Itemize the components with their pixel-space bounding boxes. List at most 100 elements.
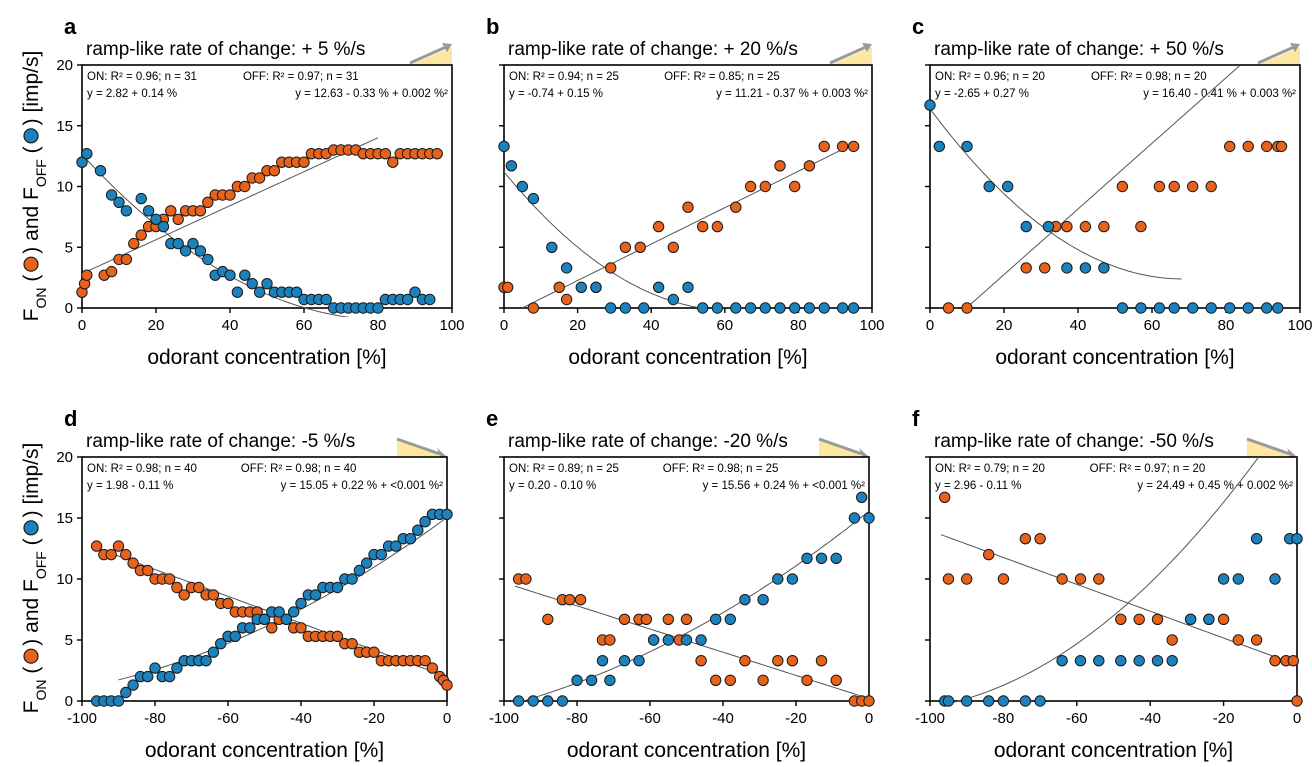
data-point-on bbox=[1039, 262, 1051, 274]
data-point-off bbox=[847, 302, 860, 314]
data-point-off bbox=[424, 293, 436, 306]
on-fit-equation: y = 2.96 - 0.11 % bbox=[935, 480, 1021, 492]
y-tick-label: 5 bbox=[65, 632, 73, 649]
data-point-on bbox=[426, 662, 439, 674]
data-point-on bbox=[193, 581, 205, 594]
data-point-off bbox=[309, 589, 322, 601]
data-point-on bbox=[564, 594, 576, 606]
data-point-on bbox=[172, 213, 184, 226]
data-point-on bbox=[1034, 533, 1046, 545]
data-point-off bbox=[229, 630, 242, 642]
on-fit-r2: ON: R² = 0.96; n = 20 bbox=[935, 71, 1045, 83]
x-tick-label: -40 bbox=[290, 710, 312, 727]
data-point-on bbox=[81, 269, 93, 281]
data-point-on bbox=[207, 589, 220, 601]
ramp-arrow-head bbox=[1287, 448, 1297, 458]
data-point-off bbox=[1187, 302, 1199, 314]
series-off bbox=[90, 508, 453, 707]
fit-line-off bbox=[944, 457, 1260, 705]
data-point-on bbox=[634, 241, 646, 254]
data-point-off bbox=[273, 606, 285, 618]
data-point-off bbox=[1019, 695, 1032, 707]
plot-area bbox=[939, 457, 1303, 707]
off-fit-equation: y = 12.63 - 0.33 % + 0.002 %² bbox=[295, 88, 448, 100]
off-fit-r2: OFF: R² = 0.98; n = 25 bbox=[663, 463, 779, 475]
data-point-on bbox=[1056, 573, 1068, 585]
data-point-on bbox=[662, 613, 674, 625]
data-point-on bbox=[1061, 220, 1073, 233]
panel-title: ramp-like rate of change: + 50 %/s bbox=[934, 39, 1224, 60]
data-point-off bbox=[590, 281, 602, 293]
data-point-on bbox=[346, 638, 358, 650]
data-point-off bbox=[1250, 533, 1263, 545]
data-point-on bbox=[786, 655, 799, 667]
ramp-fill bbox=[830, 47, 872, 65]
panel-letter: f bbox=[912, 406, 920, 431]
fit-statistics: ON: R² = 0.94; n = 25 y = -0.74 + 0.15 % O… bbox=[509, 71, 868, 100]
fit-line-on bbox=[940, 534, 1298, 666]
on-marker-icon bbox=[23, 648, 39, 664]
data-point-on bbox=[830, 674, 842, 686]
data-point-off bbox=[1166, 655, 1178, 667]
data-point-on bbox=[983, 548, 995, 561]
panel-letter: c bbox=[912, 14, 924, 39]
x-tick-label: -40 bbox=[1139, 710, 1161, 727]
data-point-on bbox=[1205, 180, 1217, 193]
data-point-off bbox=[682, 281, 694, 293]
panel-e: e ramp-like rate of change: -20 %/s -100 -8… bbox=[486, 406, 875, 762]
data-point-on bbox=[1291, 695, 1303, 707]
data-point-on bbox=[789, 180, 801, 193]
y-tick-label: 0 bbox=[65, 300, 73, 317]
data-point-off bbox=[652, 281, 665, 293]
data-point-on bbox=[253, 172, 266, 184]
panel-a: a ramp-like rate of change: + 5 %/s 0 20 40 6… bbox=[56, 14, 464, 369]
data-point-on bbox=[619, 241, 632, 254]
y-tick-label: 10 bbox=[56, 571, 73, 588]
data-point-off bbox=[258, 613, 271, 625]
panel-letter: b bbox=[486, 14, 499, 39]
off-fit-equation: y = 16.40 - 0.41 % + 0.003 %² bbox=[1143, 88, 1296, 100]
ramp-icon bbox=[409, 43, 452, 65]
data-point-on bbox=[1287, 655, 1300, 667]
data-point-off bbox=[346, 573, 358, 585]
data-point-off bbox=[1042, 220, 1055, 233]
data-point-off bbox=[1272, 302, 1284, 314]
ramp-arrow-line bbox=[1246, 437, 1291, 456]
data-point-on bbox=[744, 180, 757, 193]
ramp-arrow-line bbox=[396, 437, 441, 456]
data-point-off bbox=[253, 286, 266, 298]
data-point-on bbox=[695, 655, 707, 667]
ramp-icon bbox=[818, 437, 869, 458]
data-point-on bbox=[128, 237, 140, 250]
data-point-off bbox=[1002, 180, 1014, 193]
data-point-on bbox=[295, 622, 307, 634]
data-point-off bbox=[1135, 302, 1147, 314]
data-point-off bbox=[527, 192, 540, 205]
x-tick-label: 20 bbox=[148, 317, 165, 334]
data-point-off bbox=[759, 302, 771, 314]
x-tick-label: 60 bbox=[296, 317, 313, 334]
ramp-icon bbox=[396, 437, 447, 458]
data-point-off bbox=[1168, 302, 1180, 314]
y-title-part: ( bbox=[20, 538, 43, 551]
data-point-off bbox=[647, 634, 660, 646]
data-point-on bbox=[801, 674, 813, 686]
series-off bbox=[939, 533, 1303, 707]
data-point-off bbox=[1034, 695, 1046, 707]
data-point-off bbox=[961, 140, 973, 153]
data-point-off bbox=[135, 192, 147, 205]
x-tick-label: 0 bbox=[443, 710, 451, 727]
data-point-on bbox=[120, 548, 132, 561]
data-point-on bbox=[759, 180, 771, 193]
plot-area bbox=[512, 491, 875, 707]
series-off bbox=[76, 148, 436, 314]
data-point-off bbox=[744, 302, 757, 314]
x-axis-title: odorant concentration [%] bbox=[145, 739, 384, 762]
ramp-arrow-head bbox=[442, 43, 452, 52]
data-point-off bbox=[596, 655, 609, 667]
data-point-on bbox=[502, 281, 514, 293]
data-point-on bbox=[266, 622, 278, 634]
data-point-on bbox=[1250, 634, 1263, 646]
data-point-off bbox=[244, 622, 256, 634]
x-tick-label: 80 bbox=[790, 317, 807, 334]
